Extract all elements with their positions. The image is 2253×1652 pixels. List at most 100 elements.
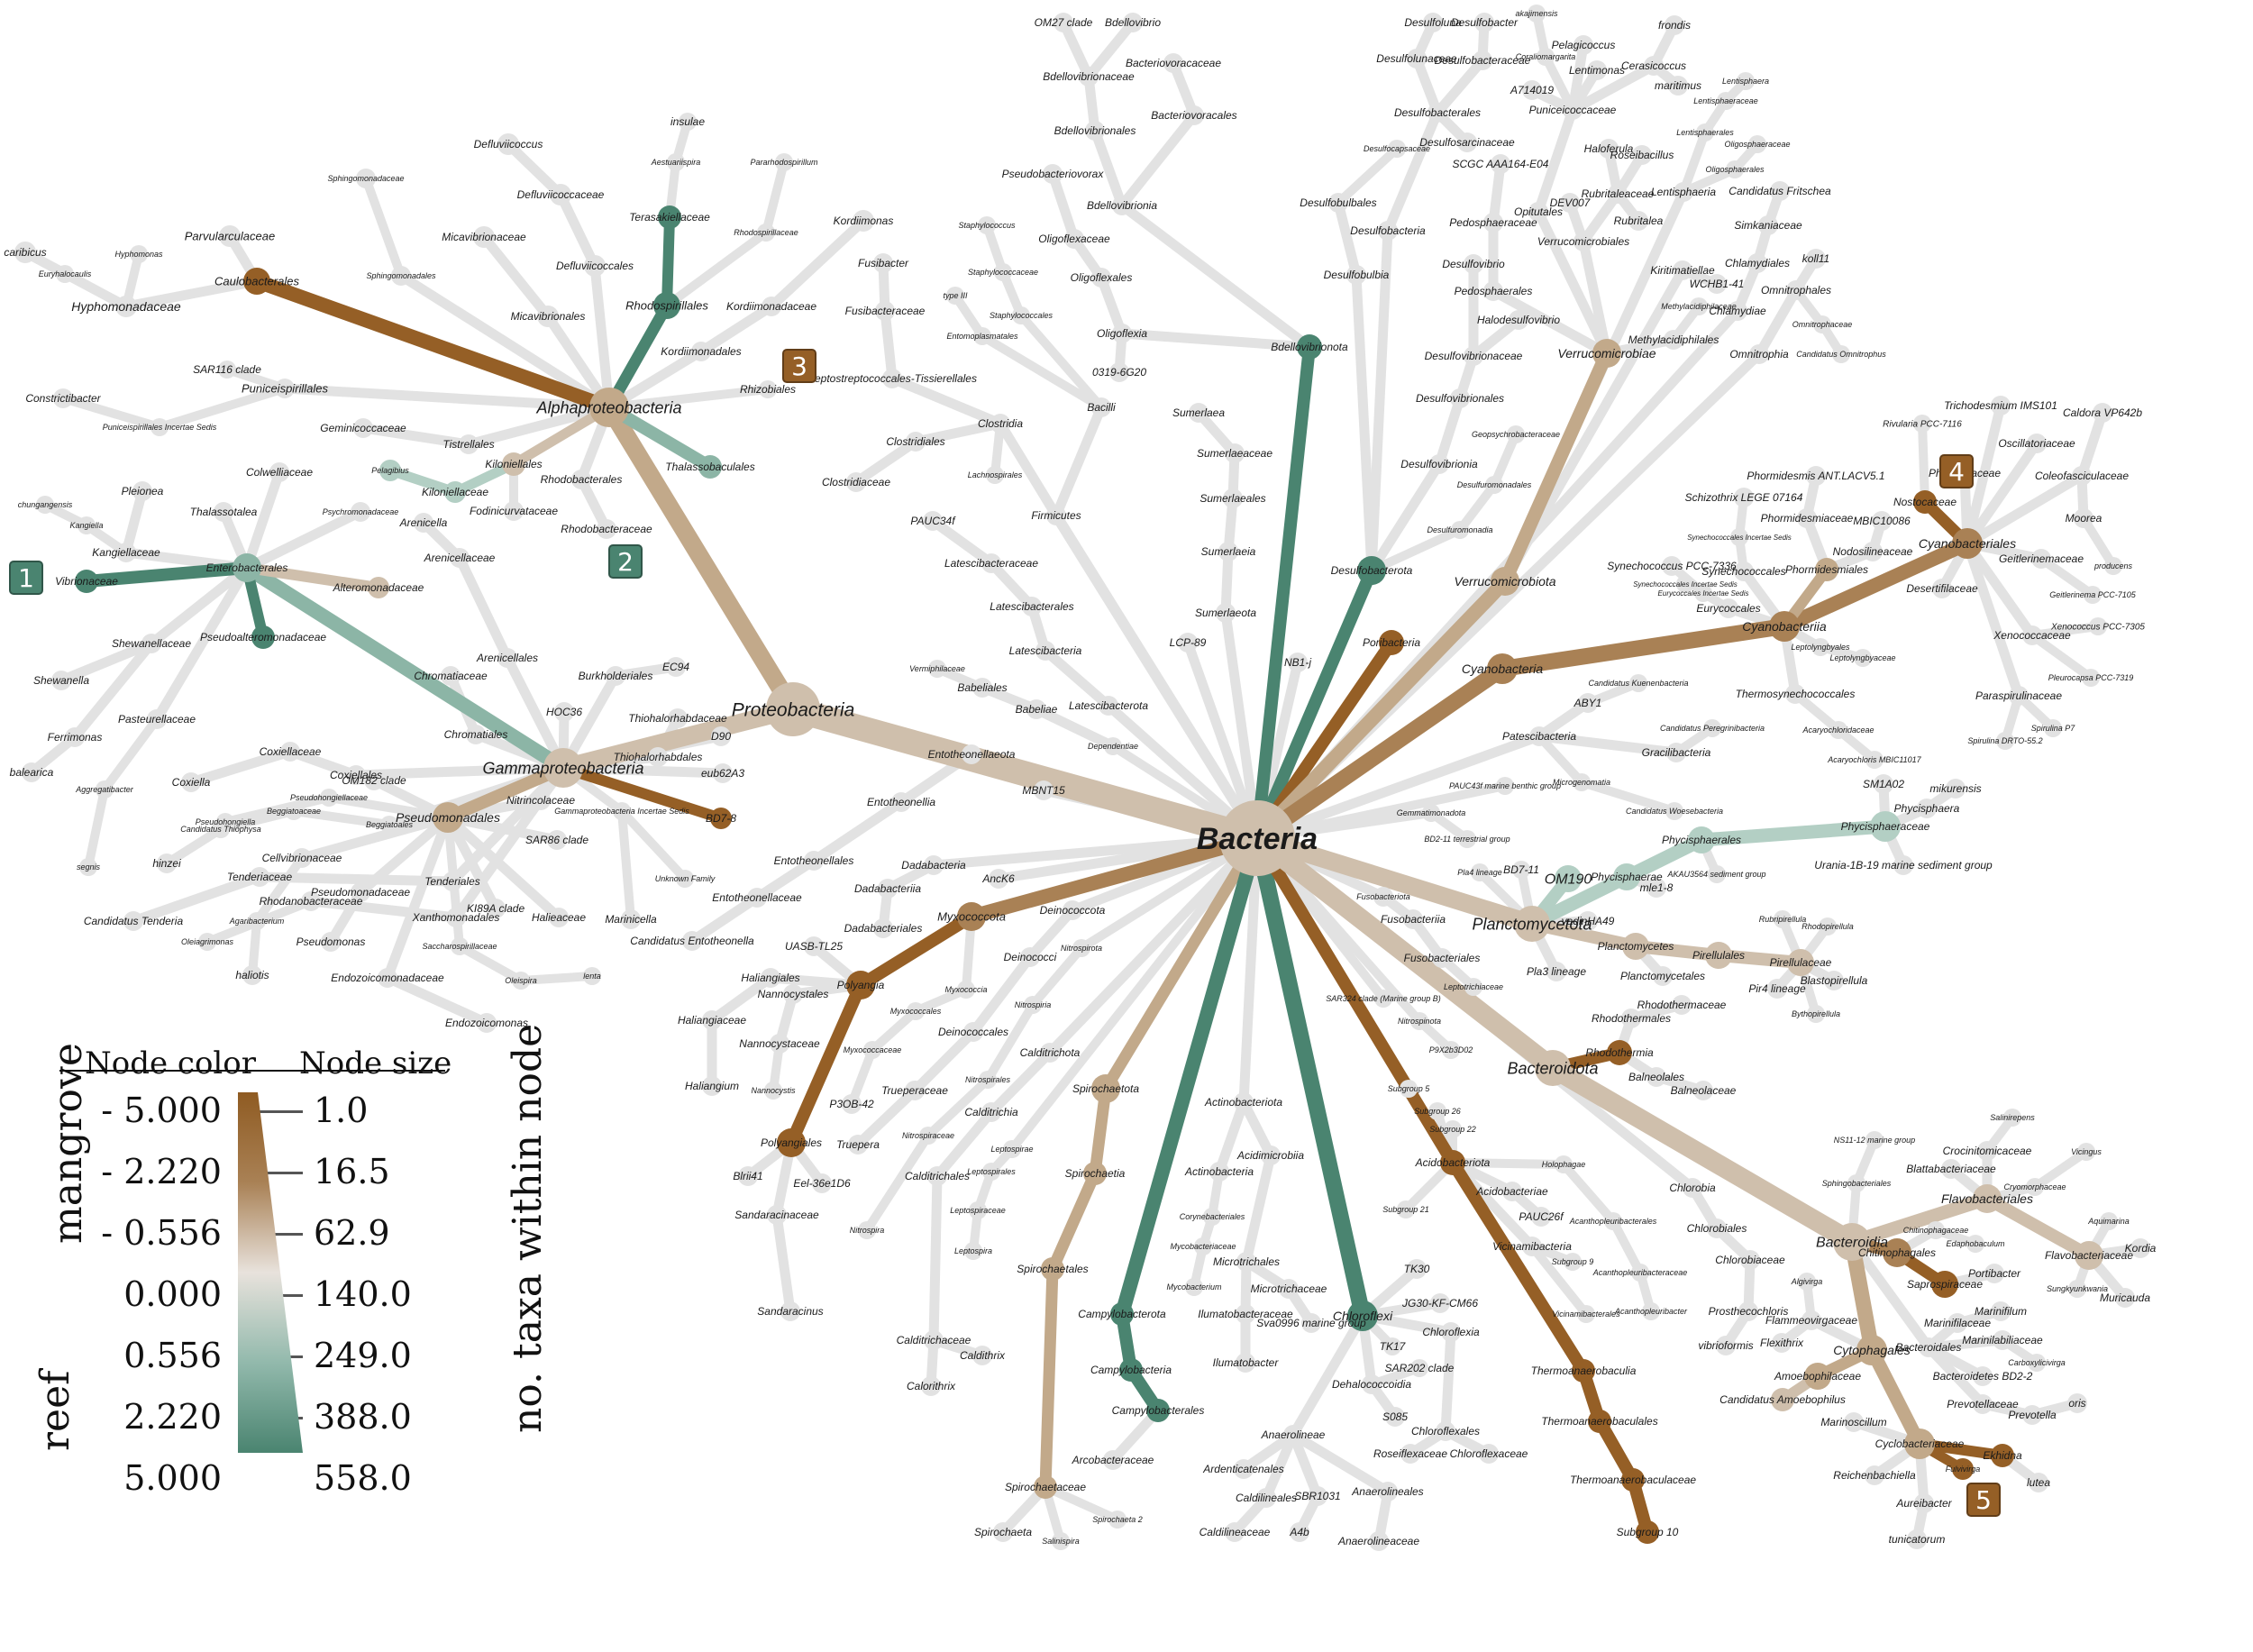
label-lentisphaeria: Lentisphaeria <box>1651 186 1716 198</box>
node-eel36 <box>812 1173 832 1193</box>
label-kangiellac: Kangiellaceae <box>92 546 160 559</box>
edge-kordiimonadac-kordiimonas <box>766 215 869 312</box>
node-algivirga <box>1798 1273 1816 1291</box>
node-desulfobulbales <box>1328 193 1348 213</box>
label-roseibacillus: Roseibacillus <box>1610 149 1674 161</box>
callout-badge-2: 2 <box>608 544 643 579</box>
label-spirochaetia: Spirochaetia <box>1065 1167 1126 1180</box>
label-burkholder: Burkholderiales <box>579 670 653 682</box>
label-sphingomonac: Sphingomonadaceae <box>327 174 404 183</box>
node-campylobacterota <box>1110 1302 1134 1326</box>
node-lentimonas <box>1587 60 1607 80</box>
legend-color-value: - 5.000 <box>101 1091 222 1130</box>
node-microgenomatia <box>1573 773 1591 791</box>
node-pauc26f <box>1531 1207 1551 1227</box>
label-pleurocapsa: Pleurocapsa PCC-7319 <box>2048 673 2134 682</box>
label-rubritalea: Rubritalea <box>1614 214 1664 227</box>
node-marinifilac <box>1947 1313 1967 1333</box>
edge-cyanobacteria-cyanobacteriia <box>1494 618 1792 677</box>
label-fodinicurv: Fodinicurvataceae <box>470 505 558 517</box>
label-polyangia: Polyangia <box>837 979 885 991</box>
node-pleurocapsa <box>2082 669 2100 687</box>
edge-desulfobacterales-desulfobacterac <box>1432 55 1488 118</box>
label-ekhidna: Ekhidna <box>1983 1449 2022 1462</box>
label-tk30: TK30 <box>1404 1263 1430 1275</box>
node-amoebophilac <box>1804 1363 1831 1390</box>
node-rhodospirill <box>653 292 680 319</box>
label-pedosphaerales: Pedosphaerales <box>1455 285 1533 297</box>
node-candomnitrophus <box>1832 345 1850 363</box>
label-chloroflexac: Chloroflexaceae <box>1450 1447 1528 1460</box>
node-subgroup9 <box>1564 1253 1582 1271</box>
edge-oligoflexac-pseudobacteriovorax <box>1047 169 1080 244</box>
node-tenderiac <box>250 867 269 887</box>
label-om190: OM190 <box>1545 872 1592 888</box>
node-tunicatorum <box>1907 1529 1927 1549</box>
node-sandaracinus <box>780 1301 800 1321</box>
edge-anaerolineae-caldilineales <box>1261 1429 1299 1503</box>
label-marinoscillum: Marinoscillum <box>1820 1416 1886 1428</box>
node-cyclobacteriac <box>1904 1428 1935 1459</box>
edge-lentisphaeria-lentisphaerales <box>1679 128 1710 196</box>
node-desulfovibrionales <box>1450 388 1470 408</box>
label-fulvivirga: Fulvivirga <box>1946 1465 1981 1474</box>
edge-sandaracinac-sandaracinus <box>771 1209 796 1317</box>
label-anaerolineae: Anaerolineae <box>1261 1428 1326 1441</box>
node-poribacteria <box>1379 630 1404 655</box>
node-desulfosarcinac <box>1457 132 1477 152</box>
node-simkaniac <box>1758 215 1778 235</box>
edge-chloroflexi-anaerolineae <box>1288 1310 1368 1440</box>
node-leptospira <box>964 1242 982 1260</box>
label-ki89a: KI89A clade <box>467 902 525 915</box>
label-lentisphaerales: Lentisphaerales <box>1676 128 1734 137</box>
label-dehalococc: Dehalococcoidia <box>1332 1378 1411 1391</box>
label-spirochaeta2: Spirochaeta 2 <box>1092 1515 1143 1524</box>
label-rhodothermia: Rhodothermia <box>1585 1046 1654 1059</box>
node-acaryochlorid <box>1829 721 1847 739</box>
edge-geitlerinemac-geitlerinema7105 <box>2037 554 2097 599</box>
label-tk17: TK17 <box>1380 1340 1407 1353</box>
edge-bacteroidia-flavobacteriales <box>1845 1191 1994 1249</box>
edge-entotheonellales-entotheonellac <box>752 855 819 903</box>
label-marinicella: Marinicella <box>605 913 657 926</box>
edge-entero-vibrion <box>80 561 253 588</box>
edge-spirochaetia-spirochaetales <box>1046 1167 1101 1275</box>
node-alpha <box>589 388 629 427</box>
label-phycisphaera: Phycisphaera <box>1894 802 1960 815</box>
label-subgroup10: Subgroup 10 <box>1617 1526 1679 1538</box>
node-pauc34f <box>923 511 943 531</box>
label-sumerlaeales: Sumerlaeales <box>1199 492 1265 505</box>
label-kiloniellac: Kiloniellaceae <box>422 486 488 498</box>
label-cryomorphac: Cryomorphaceae <box>2003 1182 2066 1191</box>
label-verrucomicrobiota: Verrucomicrobiota <box>1454 574 1555 589</box>
node-marinoscillum <box>1844 1412 1864 1432</box>
edge-entero-psychromon <box>242 507 366 573</box>
node-akau3564 <box>1708 865 1726 883</box>
label-poribacteria: Poribacteria <box>1363 636 1420 649</box>
edge-saccharosp-oleispira <box>455 942 525 985</box>
label-pleionea: Pleionea <box>122 485 164 497</box>
legend-size-tick <box>267 1172 303 1174</box>
label-shewanellac: Shewanellaceae <box>112 637 191 650</box>
edge-oligoflexia-oligoflexales <box>1096 272 1127 339</box>
edge-myxococcia-myxococcales <box>911 985 971 1016</box>
node-entotheonellaeota <box>962 744 981 764</box>
label-coxiella: Coxiella <box>172 776 211 789</box>
label-pauc43f: PAUC43f marine benthic group <box>1449 781 1561 790</box>
node-beggiatal <box>380 816 398 834</box>
node-gracilibacteria <box>1666 743 1686 762</box>
node-maritimus <box>1668 76 1688 96</box>
label-acidimicrobiia: Acidimicrobiia <box>1236 1149 1304 1162</box>
label-caldora: Caldora VP642b <box>2063 406 2142 419</box>
node-babeliae <box>1026 699 1046 719</box>
label-truepera: Truepera <box>836 1138 880 1151</box>
node-shewanellac <box>141 634 161 653</box>
node-nitrinc <box>531 790 551 810</box>
label-bdellovibrionac: Bdellovibrionaceae <box>1043 70 1135 83</box>
label-d90: D90 <box>711 730 731 743</box>
node-desulfoluna <box>1423 13 1443 32</box>
edge-bacteria-proteo <box>780 697 1270 851</box>
label-micavibrionac: Micavibrionaceae <box>442 231 526 243</box>
node-desertifilac <box>1932 579 1952 598</box>
label-lachnospirales: Lachnospirales <box>968 470 1023 479</box>
